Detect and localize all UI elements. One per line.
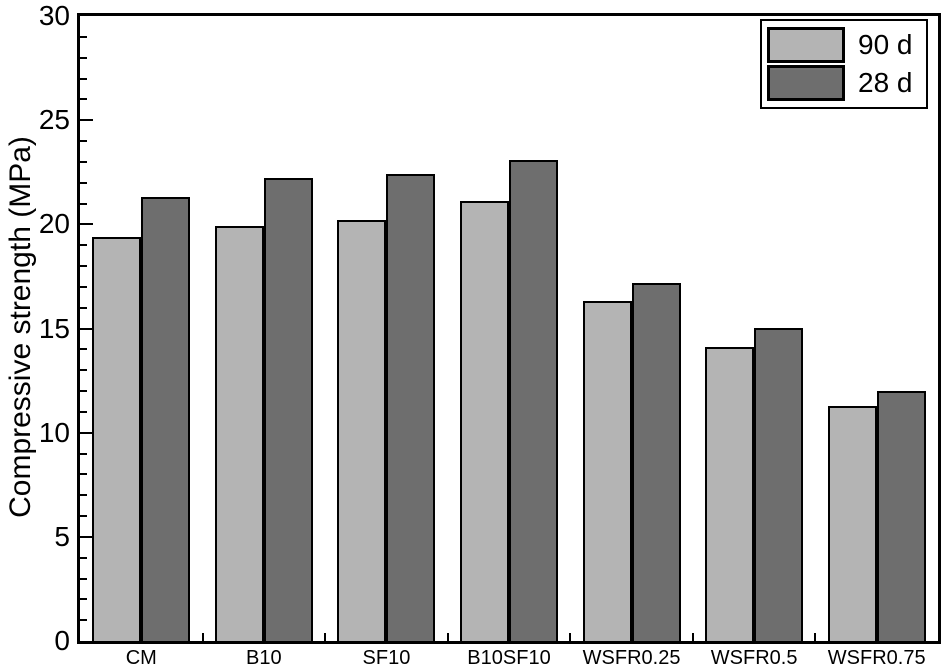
bar-cm-90d	[92, 237, 142, 641]
y-minor-tick	[80, 577, 87, 580]
x-tick-label: CM	[125, 647, 157, 669]
y-minor-tick	[80, 306, 87, 309]
x-tick-label: B10	[246, 647, 282, 669]
y-minor-tick	[80, 56, 87, 59]
y-major-tick	[80, 223, 93, 226]
bar-wsfr0.5-28d	[754, 328, 804, 641]
y-minor-tick	[80, 348, 87, 351]
bar-b10-90d	[214, 226, 264, 641]
y-minor-tick	[80, 140, 87, 142]
y-minor-tick	[80, 181, 87, 184]
x-tick-label: B10SF10	[467, 647, 551, 669]
bar-sf10-28d	[386, 174, 436, 641]
x-boundary-tick	[446, 633, 449, 641]
x-boundary-tick	[691, 633, 694, 641]
y-minor-tick	[80, 556, 87, 559]
y-minor-tick	[80, 160, 87, 163]
y-minor-tick	[80, 98, 87, 101]
x-boundary-tick	[201, 633, 204, 641]
x-tick-label: SF10	[362, 647, 411, 669]
legend-item-28d: 28 d	[767, 65, 921, 101]
bar-wsfr0.75-90d	[827, 406, 877, 641]
bar-wsfr0.5-90d	[705, 347, 755, 641]
y-minor-tick	[80, 410, 87, 413]
y-major-tick	[80, 431, 93, 434]
y-minor-tick	[80, 473, 87, 476]
y-major-tick	[80, 119, 93, 122]
bar-cm-28d	[141, 197, 191, 641]
legend-label-28d: 28 d	[858, 67, 913, 98]
bar-sf10-90d	[337, 220, 387, 641]
bar-b10sf10-28d	[509, 160, 558, 641]
y-tick-label: 0	[54, 625, 70, 656]
bar-b10sf10-90d	[460, 201, 509, 641]
bar-b10-28d	[263, 178, 313, 641]
x-boundary-tick	[814, 633, 817, 641]
y-minor-tick	[80, 598, 87, 601]
x-tick-label: WSFR0.75	[827, 647, 926, 669]
y-minor-tick	[80, 35, 87, 38]
y-minor-tick	[80, 285, 87, 288]
x-tick-label: WSFR0.25	[582, 647, 681, 669]
y-minor-tick	[80, 244, 87, 247]
y-major-tick	[80, 327, 93, 330]
y-tick-label: 15	[38, 312, 70, 344]
bar-wsfr0.75-28d	[876, 391, 926, 641]
y-tick-label: 20	[38, 208, 70, 240]
y-tick-label: 5	[54, 520, 70, 552]
y-minor-tick	[80, 77, 87, 80]
legend-item-90d: 90 d	[767, 27, 921, 63]
x-boundary-tick	[569, 633, 572, 641]
y-minor-tick	[80, 369, 87, 372]
legend-swatch-28d	[767, 65, 845, 101]
bar-wsfr0.25-90d	[582, 301, 632, 641]
plot-area	[77, 13, 941, 644]
y-minor-tick	[80, 202, 87, 205]
y-tick-label: 10	[38, 416, 70, 448]
legend: 90 d 28 d	[760, 19, 928, 109]
legend-label-90d: 90 d	[858, 29, 913, 60]
y-minor-tick	[80, 619, 87, 622]
x-tick-label: WSFR0.5	[710, 647, 798, 669]
y-minor-tick	[80, 452, 87, 455]
y-tick-label: 30	[38, 0, 70, 31]
y-minor-tick	[80, 494, 87, 497]
y-minor-tick	[80, 265, 87, 267]
y-major-tick	[80, 535, 93, 538]
legend-swatch-90d	[767, 27, 845, 63]
x-boundary-tick	[324, 633, 327, 641]
y-minor-tick	[80, 515, 87, 517]
y-minor-tick	[80, 390, 87, 392]
y-tick-label: 25	[38, 104, 70, 136]
bar-wsfr0.25-28d	[631, 283, 681, 641]
